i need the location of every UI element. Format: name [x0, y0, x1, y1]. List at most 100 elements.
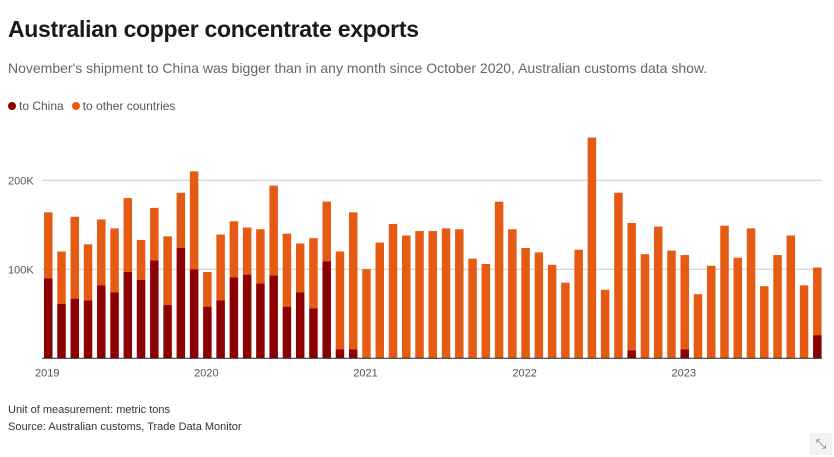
- bar-china-2020-01: [203, 306, 212, 359]
- bar-china-2023-01: [680, 349, 689, 359]
- bar-other-2022-02: [534, 252, 544, 359]
- bar-other-2021-04: [402, 235, 411, 359]
- source-note: Source: Australian customs, Trade Data M…: [8, 421, 242, 433]
- bar-other-2020-01: [203, 271, 212, 307]
- bar-china-2023-11: [813, 335, 822, 359]
- x-tick-label: 2021: [353, 367, 377, 379]
- bar-other-2022-09: [627, 223, 636, 351]
- bar-other-2021-01: [362, 269, 371, 359]
- bar-china-2019-07: [123, 271, 133, 359]
- bar-china-2019-02: [57, 304, 66, 359]
- bar-other-2019-06: [110, 228, 119, 293]
- legend-label-other: to other countries: [82, 99, 176, 113]
- bar-china-2019-09: [150, 260, 159, 359]
- bar-other-2023-01: [680, 255, 689, 350]
- bar-china-2020-02: [216, 300, 225, 359]
- bar-other-2019-02: [57, 251, 66, 305]
- bar-other-2019-09: [150, 207, 159, 261]
- bar-china-2020-12: [348, 349, 358, 359]
- bar-china-2020-08: [295, 292, 305, 359]
- expand-button[interactable]: ⤡: [810, 433, 832, 455]
- legend-swatch-china: [8, 102, 16, 110]
- bar-other-2020-12: [348, 212, 358, 350]
- bar-china-2020-06: [269, 275, 278, 359]
- bar-other-2023-06: [746, 228, 756, 359]
- bar-china-2019-12: [189, 269, 199, 359]
- bar-other-2021-05: [415, 231, 424, 359]
- bar-other-2021-07: [441, 228, 451, 359]
- bar-other-2019-10: [163, 236, 172, 305]
- legend-item-other: to other countries: [71, 99, 176, 113]
- bar-other-2023-03: [707, 265, 716, 359]
- bar-other-2022-11: [653, 226, 663, 359]
- chart-title: Australian copper concentrate exports: [8, 16, 419, 42]
- bar-other-2021-08: [455, 229, 464, 359]
- bar-other-2020-02: [216, 234, 225, 301]
- legend-item-china: to China: [8, 99, 64, 113]
- bar-other-2021-06: [428, 231, 438, 359]
- bar-other-2020-03: [229, 221, 239, 278]
- bar-other-2022-08: [614, 192, 623, 359]
- bar-other-2019-01: [44, 212, 53, 279]
- bar-other-2023-02: [693, 294, 703, 359]
- y-tick-label: 100K: [8, 264, 34, 276]
- bar-china-2019-08: [136, 279, 146, 359]
- bar-other-2023-11: [813, 267, 822, 336]
- bar-china-2020-11: [335, 349, 345, 359]
- legend: to China to other countries: [8, 99, 183, 113]
- bar-other-2021-12: [508, 229, 517, 359]
- bar-other-2020-08: [295, 243, 305, 293]
- bar-other-2022-07: [600, 289, 610, 359]
- bar-other-2022-12: [667, 250, 676, 359]
- bar-other-2023-04: [720, 225, 729, 359]
- x-tick-label: 2023: [671, 367, 695, 379]
- bar-china-2020-09: [309, 308, 318, 359]
- bar-china-2019-10: [163, 304, 172, 359]
- bar-china-2020-05: [256, 283, 265, 359]
- bar-china-2019-04: [83, 300, 93, 359]
- unit-note: Unit of measurement: metric tons: [8, 404, 171, 416]
- bar-other-2023-08: [773, 255, 782, 359]
- bar-other-2020-04: [242, 227, 252, 275]
- x-tick-label: 2019: [35, 367, 59, 379]
- bar-other-2020-06: [269, 185, 278, 276]
- bar-other-2020-09: [309, 238, 318, 309]
- bar-china-2020-03: [229, 277, 239, 359]
- bar-other-2022-06: [587, 137, 597, 359]
- expand-icon: ⤡: [815, 436, 827, 451]
- legend-label-china: to China: [19, 99, 64, 113]
- bar-other-2020-07: [282, 233, 292, 307]
- bar-other-2019-07: [123, 198, 133, 272]
- bar-other-2021-09: [468, 258, 477, 359]
- bar-china-2019-03: [70, 298, 80, 359]
- bar-china-2019-05: [97, 285, 106, 359]
- bar-other-2019-11: [176, 192, 186, 248]
- legend-swatch-other: [71, 102, 80, 110]
- bar-other-2023-10: [799, 285, 809, 359]
- bar-other-2022-10: [640, 254, 650, 359]
- bar-other-2021-03: [388, 223, 398, 359]
- x-tick-label: 2022: [512, 367, 536, 379]
- bar-china-2019-06: [110, 292, 119, 359]
- bar-other-2020-05: [256, 229, 265, 284]
- bar-other-2020-10: [322, 201, 331, 262]
- chart-subtitle: November's shipment to China was bigger …: [8, 60, 708, 76]
- bar-other-2023-07: [760, 286, 769, 359]
- bar-other-2021-11: [494, 201, 504, 359]
- bar-other-2022-05: [574, 249, 583, 359]
- bar-other-2021-02: [375, 242, 384, 359]
- bar-other-2020-11: [335, 251, 345, 350]
- bar-other-2022-01: [521, 247, 530, 359]
- bar-other-2023-09: [786, 235, 796, 359]
- bar-other-2021-10: [481, 263, 491, 359]
- bar-other-2022-04: [561, 282, 570, 359]
- bar-china-2022-09: [627, 350, 636, 359]
- bar-other-2019-03: [70, 216, 80, 299]
- bar-china-2020-07: [282, 306, 292, 359]
- bar-china-2019-11: [176, 247, 186, 359]
- x-tick-label: 2020: [194, 367, 218, 379]
- bar-other-2019-12: [189, 171, 199, 270]
- bar-other-2023-05: [733, 257, 743, 359]
- bar-china-2019-01: [44, 278, 53, 359]
- bar-chart: 100K 200K 2019 2020 2021 2022 2023: [8, 137, 822, 379]
